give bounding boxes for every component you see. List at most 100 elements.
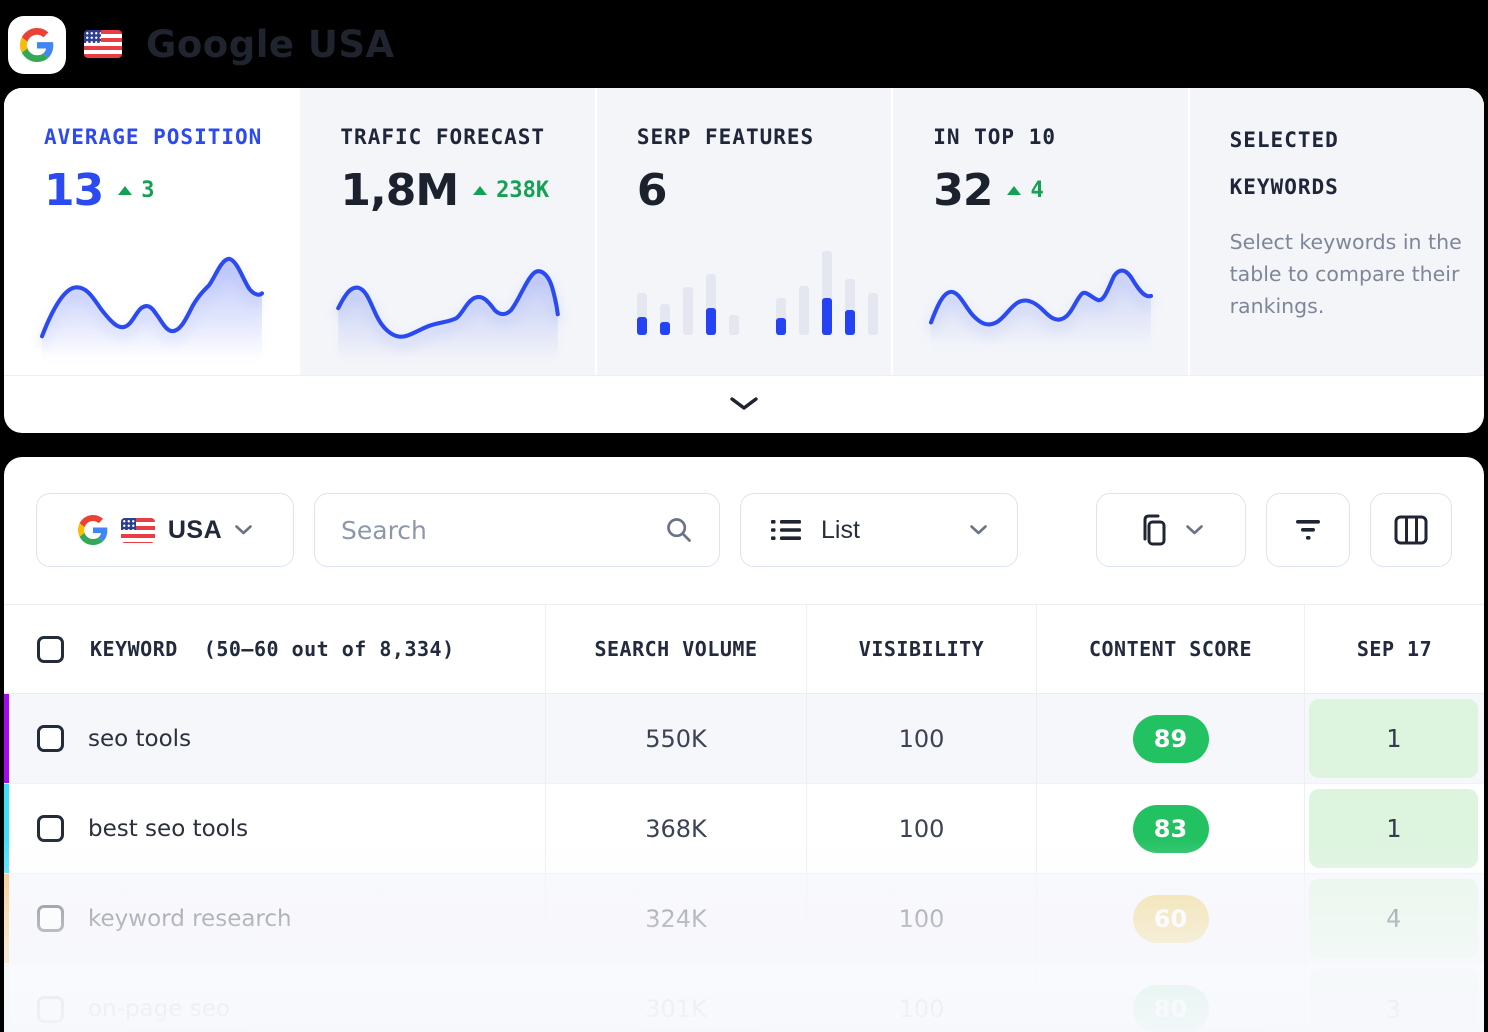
- up-arrow-icon: [118, 186, 133, 195]
- keyword-name: keyword research: [88, 905, 292, 932]
- select-all-checkbox[interactable]: [37, 635, 64, 663]
- chevron-down-icon: [235, 525, 252, 535]
- row-color-stripe: [4, 784, 9, 873]
- us-flag-icon: [84, 30, 122, 58]
- search-volume-value: 301K: [545, 964, 806, 1032]
- filter-icon: [1296, 520, 1320, 540]
- app-header: Google USA: [0, 0, 395, 88]
- table-row[interactable]: on-page seo 301K 100 80 3: [4, 964, 1484, 1032]
- search-input[interactable]: [341, 515, 641, 545]
- stat-cards-row: AVERAGE POSITION 13 3 TRAFIC FORECAST 1,…: [4, 88, 1484, 375]
- ranking-cell: 4: [1309, 879, 1478, 958]
- table-header: KEYWORD (50–60 out of 8,334) SEARCH VOLU…: [4, 604, 1484, 694]
- stat-value: 6: [636, 165, 668, 216]
- search-volume-value: 550K: [545, 694, 806, 783]
- serp-bars-chart: [636, 249, 878, 335]
- table-body: seo tools 550K 100 89 1 best seo tools 3…: [4, 694, 1484, 1032]
- stat-card-trafic-forecast[interactable]: TRAFIC FORECAST 1,8M 238K: [300, 88, 595, 375]
- row-checkbox[interactable]: [37, 905, 64, 932]
- serp-bar: [659, 304, 670, 335]
- content-score-badge: 89: [1132, 714, 1209, 763]
- serp-bar: [728, 315, 739, 335]
- google-g-icon: [77, 515, 108, 545]
- keyword-name: on-page seo: [88, 996, 230, 1022]
- stat-delta: 3: [118, 178, 154, 203]
- stat-label: IN TOP 10: [933, 125, 1057, 149]
- copy-button[interactable]: [1096, 493, 1246, 567]
- ranking-cell: 1: [1309, 789, 1478, 868]
- row-checkbox[interactable]: [37, 725, 64, 752]
- columns-button[interactable]: [1370, 493, 1452, 567]
- stat-label: AVERAGE POSITION: [44, 125, 263, 149]
- visibility-value: 100: [806, 694, 1036, 783]
- row-checkbox[interactable]: [37, 995, 64, 1023]
- stat-value: 13: [44, 165, 104, 216]
- view-mode-label: List: [821, 515, 860, 544]
- us-flag-icon: [120, 517, 155, 543]
- up-arrow-icon: [473, 186, 488, 195]
- serp-bar: [705, 274, 716, 335]
- content-score-badge: 83: [1132, 804, 1209, 853]
- stat-value: 1,8M: [340, 165, 459, 216]
- stat-label: SELECTED KEYWORDS: [1229, 128, 1339, 200]
- visibility-header-cell[interactable]: VISIBILITY: [806, 605, 1036, 693]
- search-box[interactable]: [314, 493, 720, 567]
- row-color-stripe: [4, 694, 9, 783]
- search-volume-value: 368K: [545, 784, 806, 873]
- row-color-stripe: [4, 874, 9, 963]
- stat-value: 32: [933, 165, 993, 216]
- selected-keywords-hint: Select keywords in the table to compare …: [1229, 229, 1462, 319]
- content-score-header-cell[interactable]: CONTENT SCORE: [1036, 605, 1304, 693]
- content-score-badge: 60: [1132, 894, 1209, 943]
- google-g-icon: [20, 28, 54, 62]
- stat-card-serp-features[interactable]: SERP FEATURES 6: [596, 88, 892, 375]
- average-position-sparkline: [40, 256, 264, 360]
- chevron-down-icon: [1186, 525, 1203, 535]
- content-score-badge: 80: [1132, 985, 1209, 1032]
- serp-bar: [775, 298, 786, 335]
- stat-card-selected-keywords[interactable]: SELECTED KEYWORDS Select keywords in the…: [1189, 88, 1484, 375]
- chevron-down-icon: [970, 525, 987, 535]
- visibility-value: 100: [806, 784, 1036, 873]
- serp-bar: [798, 286, 809, 335]
- keyword-column-label: KEYWORD: [90, 637, 178, 661]
- in-top-10-sparkline: [929, 268, 1154, 349]
- table-row[interactable]: best seo tools 368K 100 83 1: [4, 784, 1484, 874]
- row-color-stripe: [4, 964, 9, 1032]
- copy-icon: [1143, 514, 1166, 546]
- search-engine-selector[interactable]: USA: [36, 493, 294, 567]
- stats-panel: AVERAGE POSITION 13 3 TRAFIC FORECAST 1,…: [4, 88, 1484, 433]
- search-icon: [667, 518, 691, 542]
- serp-bar: [682, 287, 693, 335]
- stat-delta: 238K: [473, 178, 549, 203]
- list-icon: [771, 520, 801, 540]
- visibility-value: 100: [806, 964, 1036, 1032]
- up-arrow-icon: [1007, 186, 1022, 195]
- search-volume-header-cell[interactable]: SEARCH VOLUME: [545, 605, 806, 693]
- table-row[interactable]: seo tools 550K 100 89 1: [4, 694, 1484, 784]
- stat-label: SERP FEATURES: [636, 125, 815, 149]
- serp-bar: [844, 279, 855, 335]
- expand-panel-button[interactable]: [4, 375, 1484, 431]
- stat-card-average-position[interactable]: AVERAGE POSITION 13 3: [4, 88, 299, 375]
- view-mode-selector[interactable]: List: [740, 493, 1018, 567]
- filter-button[interactable]: [1266, 493, 1350, 567]
- serp-bar: [867, 293, 878, 335]
- ranking-cell: 1: [1309, 699, 1478, 778]
- chevron-down-icon: [730, 396, 758, 410]
- ranking-cell: 3: [1309, 969, 1478, 1032]
- row-checkbox[interactable]: [37, 815, 64, 842]
- stat-card-in-top-10[interactable]: IN TOP 10 32 4: [893, 88, 1188, 375]
- keyword-name: best seo tools: [88, 815, 249, 842]
- search-volume-value: 324K: [545, 874, 806, 963]
- stat-label: TRAFIC FORECAST: [340, 125, 546, 149]
- columns-icon: [1394, 515, 1428, 545]
- google-logo-tile: [8, 16, 66, 74]
- serp-bar: [821, 251, 832, 335]
- table-row[interactable]: keyword research 324K 100 60 4: [4, 874, 1484, 964]
- keyword-header-cell[interactable]: KEYWORD (50–60 out of 8,334): [4, 605, 545, 693]
- page-title: Google USA: [146, 22, 395, 66]
- date-header-cell[interactable]: SEP 17: [1304, 605, 1484, 693]
- visibility-value: 100: [806, 874, 1036, 963]
- serp-bar: [636, 293, 647, 335]
